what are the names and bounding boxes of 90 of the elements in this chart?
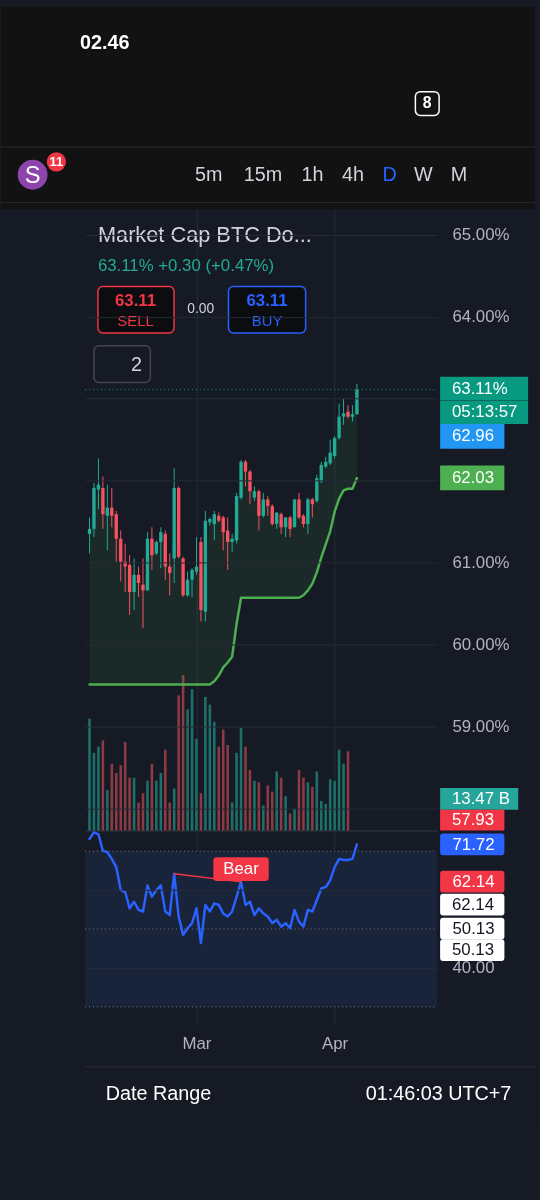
candlestick: [328, 439, 332, 466]
bar: [221, 729, 225, 831]
text: M: [450, 162, 468, 185]
text: 8: [422, 94, 432, 112]
bar: [97, 746, 100, 831]
bar: [253, 780, 256, 831]
bar: [293, 808, 296, 831]
annotation: 2: [130, 352, 142, 375]
y-tick-label: 50.13: [452, 918, 495, 938]
candlestick: [279, 512, 283, 535]
bar: [186, 709, 189, 831]
text: 57.93: [451, 810, 495, 829]
annotation: SELL: [117, 313, 154, 330]
text: 62.96: [451, 426, 495, 446]
candlestick: [288, 515, 292, 538]
bar: [270, 791, 274, 831]
bar: [244, 746, 247, 831]
candlestick: [297, 492, 301, 520]
text: D: [382, 162, 397, 185]
bar: [275, 771, 278, 831]
candlestick: [159, 526, 163, 569]
candlestick: [283, 516, 288, 538]
x-tick-label: Apr: [322, 1033, 349, 1053]
text: 11: [49, 153, 64, 169]
candlestick: [132, 557, 136, 611]
y-tick-label: 64.00%: [452, 307, 510, 327]
y-tick-label: 40.00: [452, 958, 495, 978]
bar: [284, 796, 287, 831]
bar: [146, 780, 149, 831]
annotation: 63.11: [246, 291, 288, 311]
candlestick: [190, 567, 194, 598]
text: 13.47 B: [451, 788, 510, 808]
bar: [324, 804, 328, 831]
candlestick: [150, 526, 154, 571]
candlestick: [141, 557, 145, 629]
bar: [319, 800, 323, 831]
annotation: 63.11: [114, 291, 157, 311]
text: Date Range: [105, 1082, 212, 1105]
ref-line-label: 63.11%: [451, 378, 508, 398]
text: W: [413, 162, 433, 185]
bar: [266, 785, 270, 831]
bar: [106, 790, 109, 831]
text: 02.46: [80, 31, 130, 54]
bar: [217, 746, 221, 831]
bar: [204, 696, 207, 831]
y-tick-label: 62.14: [452, 872, 495, 892]
bar: [163, 749, 167, 831]
y-tick-label: 71.72: [452, 834, 495, 854]
y-tick-label: 65.00%: [452, 225, 510, 245]
bar: [177, 695, 180, 831]
bar: [88, 718, 91, 831]
y-tick-label: 60.00%: [452, 634, 510, 654]
bar: [302, 777, 305, 831]
text: 4h: [342, 162, 365, 185]
text: 63.11% +0.30 (+0.47%): [97, 255, 275, 275]
y-tick-label: 61.00%: [452, 552, 510, 572]
bar: [137, 802, 140, 831]
annotation: BUY: [251, 313, 283, 330]
bar: [235, 752, 238, 831]
bar: [195, 738, 198, 831]
candlestick: [243, 459, 248, 487]
x-tick-label: Mar: [182, 1033, 212, 1053]
candlestick: [261, 492, 266, 518]
bar: [213, 721, 216, 831]
candlestick: [266, 495, 270, 517]
bar: [311, 786, 314, 831]
bar: [342, 763, 345, 831]
candlestick: [346, 404, 350, 419]
text: 05:13:57: [451, 402, 518, 422]
candlestick: [212, 510, 216, 541]
annotation: 0.00: [187, 300, 215, 317]
y-tick-label: 59.00%: [452, 716, 510, 736]
candlestick: [341, 398, 346, 426]
text: S: [24, 161, 41, 188]
text: 01:46:03 UTC+7: [365, 1082, 512, 1105]
text: 15m: [243, 162, 283, 185]
bar: [333, 780, 336, 831]
bar: [262, 805, 265, 831]
text: 1h: [301, 162, 324, 185]
text: 5m: [194, 162, 223, 185]
bar: [119, 765, 122, 831]
text: Market Cap BTC Do...: [97, 221, 312, 247]
bar: [155, 780, 158, 831]
candlestick: [119, 530, 123, 582]
bar: [128, 777, 131, 831]
candlestick: [337, 403, 341, 441]
annotation: Bear: [223, 858, 260, 878]
candlestick: [248, 469, 252, 505]
candlestick: [221, 515, 225, 551]
text: 62.03: [451, 467, 495, 487]
